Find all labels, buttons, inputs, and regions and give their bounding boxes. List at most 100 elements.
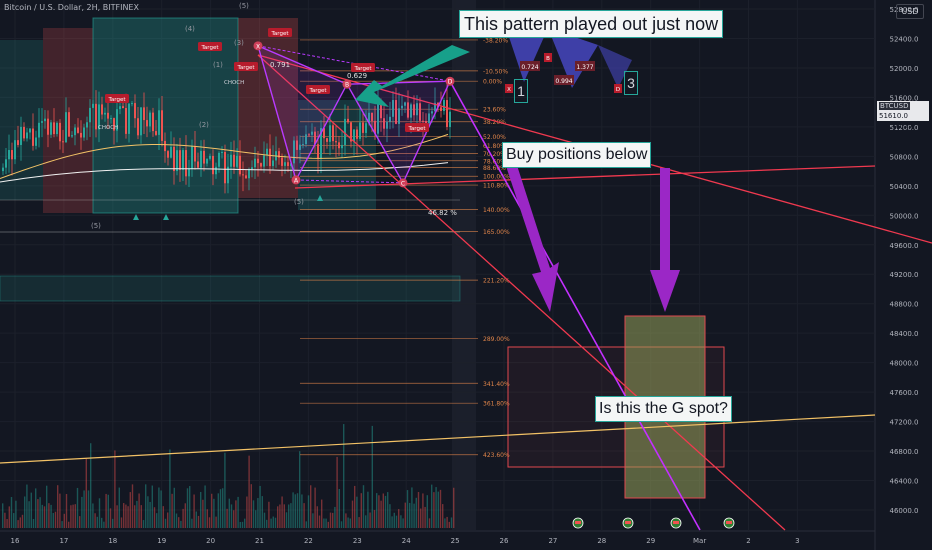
volume-bar (107, 494, 109, 528)
volume-bar (391, 516, 393, 528)
volume-bar (316, 506, 318, 528)
fib-label: 423.60% (483, 452, 510, 459)
volume-bar (312, 513, 314, 528)
volume-bar (222, 488, 224, 528)
fib-label: 88.60% (483, 165, 506, 172)
volume-bar (237, 496, 239, 528)
candle-body (95, 103, 97, 130)
candle-body (365, 123, 367, 133)
price-tick-label: 52800.0 (890, 6, 919, 14)
candle-body (170, 146, 172, 158)
volume-bar (202, 499, 204, 528)
time-tick-label: Mar (693, 537, 706, 545)
pattern-point-marker (398, 178, 408, 188)
volume-bar (230, 504, 233, 528)
volume-bar (424, 506, 426, 528)
volume-bar (244, 518, 246, 528)
pattern-point-label: A (294, 177, 299, 184)
volume-bar (365, 515, 367, 528)
candle-body (344, 118, 346, 146)
volume-bar (393, 512, 395, 528)
candle-body (230, 154, 232, 167)
fib-label: 100.00% (483, 174, 510, 181)
mini-ratio-box (575, 61, 595, 71)
candle-body (305, 134, 307, 145)
volume-bar (235, 500, 237, 528)
volume-bar (85, 458, 87, 528)
volume-bar (8, 506, 10, 528)
event-marker-detail (575, 521, 581, 524)
volume-bar (46, 485, 48, 528)
volume-bar (433, 492, 435, 528)
pattern-point-marker (253, 41, 263, 51)
candle-body (185, 150, 187, 177)
candle-body (299, 144, 301, 150)
price-tick-label: 51200.0 (890, 124, 919, 132)
symbol-header: Bitcoin / U.S. Dollar, 2H, BITFINEX (4, 3, 139, 12)
time-tick-label: 29 (646, 537, 655, 545)
candle-body (383, 118, 385, 129)
target-tag-label: Target (353, 66, 372, 72)
purple-arrow-left (504, 156, 559, 312)
candle-body (293, 140, 295, 164)
volume-bar (65, 493, 68, 528)
volume-bar (380, 500, 382, 528)
volume-bar (294, 494, 296, 528)
mini-point-marker (505, 84, 513, 93)
volume-bar (90, 443, 92, 528)
candle-body (329, 125, 331, 142)
wave-label: (5) (91, 222, 101, 230)
candle-body (317, 144, 319, 159)
volume-bar (158, 487, 160, 528)
candle-body (146, 120, 148, 127)
price-tick-label: 48400.0 (890, 330, 919, 338)
currency-button[interactable]: USD (896, 4, 924, 19)
volume-bar (13, 513, 15, 528)
volume-bar (191, 518, 193, 528)
candle-body (407, 102, 409, 118)
price-tick-label: 48000.0 (890, 360, 919, 368)
target-tag-label: Target (270, 31, 289, 37)
candle-body (218, 152, 220, 167)
event-marker-detail (673, 521, 679, 524)
volume-bar (164, 518, 167, 528)
last-price-tag: BTCUSD 51610.0 02:27 (877, 101, 929, 130)
volume-bar (239, 521, 241, 528)
volume-bar (263, 512, 266, 528)
candle-body (116, 109, 118, 131)
volume-bar (169, 449, 171, 528)
candle-body (251, 167, 253, 170)
candle-body (341, 145, 343, 149)
volume-bar (167, 512, 169, 528)
volume-bar (318, 515, 321, 528)
buy-arrow-marker (133, 214, 139, 220)
volume-bar (233, 510, 235, 528)
volume-bar (195, 511, 197, 528)
candle-body (419, 103, 421, 121)
axis-panel (875, 0, 932, 550)
fib-label: 110.80% (483, 183, 510, 190)
pattern-ratio: 0.791 (270, 61, 290, 69)
candle-body (59, 122, 61, 142)
candle-body (395, 100, 397, 124)
volume-bar (39, 497, 41, 528)
candle-body (137, 118, 139, 136)
candle-body (29, 128, 31, 133)
price-tick-label: 47200.0 (890, 419, 919, 427)
candle-body (278, 151, 280, 158)
candle-body (326, 138, 328, 142)
fib-label: 61.80% (483, 143, 506, 150)
candle-body (434, 102, 436, 112)
event-marker-detail (726, 521, 732, 524)
price-tick-label: 52400.0 (890, 35, 919, 43)
candle-body (149, 112, 151, 127)
volume-bar (274, 517, 277, 528)
volume-bar (125, 504, 127, 528)
volume-bar (208, 517, 211, 528)
candle-body (188, 168, 190, 177)
volume-bar (41, 504, 43, 528)
price-tag-value: 51610.0 (879, 112, 908, 120)
candle-body (101, 104, 103, 115)
target-tag-label: Target (407, 126, 426, 132)
